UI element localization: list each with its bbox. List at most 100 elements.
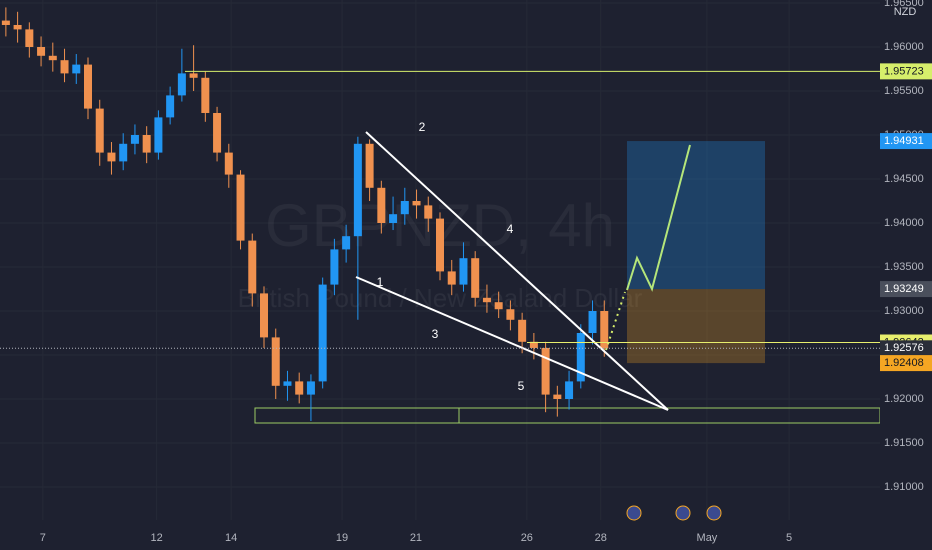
candle-body [600, 310, 609, 349]
candle-body [48, 55, 57, 61]
candle-body [283, 381, 292, 386]
x-tick-label: 5 [786, 532, 792, 544]
price-label-bg [880, 355, 932, 372]
candle-body [400, 200, 409, 215]
candle-body [236, 174, 245, 241]
candle-body [154, 117, 163, 153]
wave-label: 5 [518, 379, 525, 393]
candle-body [189, 73, 198, 78]
candle-body [353, 143, 362, 237]
y-tick-label: 1.93000 [884, 305, 924, 317]
candle-body [482, 297, 491, 303]
candle-body [84, 64, 92, 109]
candle-body [588, 310, 597, 333]
y-tick-label: 1.91500 [884, 437, 924, 449]
candle-body [541, 347, 550, 395]
wave-label: 1 [377, 275, 384, 289]
price-label: 1.92408 [884, 357, 924, 369]
candle-body [471, 258, 480, 298]
currency-label: NZD [894, 6, 917, 18]
projection-dots [605, 291, 626, 351]
x-tick-label: May [697, 532, 718, 544]
trend-line [355, 276, 669, 411]
candle-body [119, 143, 128, 162]
wave-label: 4 [507, 222, 514, 236]
candle-body [25, 29, 34, 47]
position-tool [627, 141, 765, 364]
x-tick-label: 7 [40, 532, 46, 544]
candle-body [95, 108, 104, 153]
x-tick-label: 14 [225, 532, 237, 544]
candle-body [447, 271, 456, 285]
candle-body [330, 249, 339, 285]
price-label-bg [880, 133, 932, 150]
y-tick-label: 1.93500 [884, 261, 924, 273]
price-label: 1.93249 [884, 283, 924, 295]
event-icons [626, 505, 722, 521]
price-label-bg [880, 63, 932, 80]
candle-body [506, 309, 515, 320]
candle-body [494, 302, 503, 310]
y-tick-label: 1.95500 [884, 85, 924, 97]
candle-body [72, 64, 81, 74]
projection [626, 144, 691, 292]
candle-body [142, 134, 151, 153]
candle-body [424, 205, 433, 219]
candle-body [295, 381, 304, 395]
trend-line [365, 131, 669, 411]
y-tick-label: 1.92000 [884, 393, 924, 405]
candle-body [553, 394, 562, 399]
price-label: 1.95723 [884, 65, 924, 77]
candle-body [248, 240, 257, 294]
x-tick-label: 21 [410, 532, 422, 544]
price-levels [0, 70, 880, 349]
wave-label: 3 [432, 327, 439, 341]
x-tick-label: 19 [336, 532, 348, 544]
candle-body [166, 95, 175, 118]
candle-body [412, 200, 421, 206]
y-tick-label: 1.96500 [884, 0, 924, 9]
candle-body [306, 381, 315, 395]
candle-body [130, 134, 139, 144]
price-label-bg [880, 340, 932, 357]
price-label: 1.94931 [884, 135, 924, 147]
stop-zone [627, 289, 765, 364]
annotations: 1 2 3 4 5 [377, 120, 525, 393]
candle-body [377, 187, 386, 223]
price-label-bg [880, 281, 932, 298]
y-tick-label: 1.94000 [884, 217, 924, 229]
candle-body [518, 319, 527, 342]
candle-body [201, 77, 210, 113]
candle-body [365, 143, 374, 188]
candle-body [1, 20, 10, 25]
candles [1, 7, 609, 421]
price-label: 1.92576 [884, 342, 924, 354]
watermark-subtitle: British Pound / New Zealand Dollar [238, 283, 643, 313]
y-tick-label: 1.96000 [884, 41, 924, 53]
axes: 1.910001.915001.920001.925001.930001.935… [40, 0, 932, 544]
candle-body [342, 236, 351, 250]
candle-body [436, 218, 444, 272]
event-icon [675, 505, 691, 521]
candle-body [271, 337, 280, 386]
y-tick-label: 1.94500 [884, 173, 924, 185]
price-axis [880, 0, 932, 520]
candle-body [576, 332, 585, 382]
candle-body [60, 60, 69, 74]
candle-body [389, 214, 398, 223]
candle-body [107, 152, 116, 162]
candle-body [459, 258, 468, 285]
candle-body [565, 381, 574, 399]
event-icon [626, 505, 642, 521]
x-tick-label: 28 [595, 532, 607, 544]
candle-body [213, 112, 222, 153]
candle-body [260, 293, 268, 338]
wave-label: 2 [419, 120, 426, 134]
event-icon [706, 505, 722, 521]
x-tick-label: 26 [521, 532, 533, 544]
candle-body [529, 341, 538, 348]
candle-body [318, 284, 327, 382]
y-tick-label: 1.91000 [884, 481, 924, 493]
